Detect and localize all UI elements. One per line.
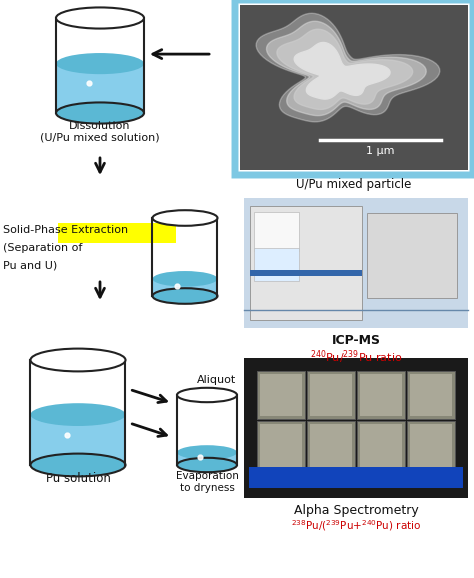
Ellipse shape <box>56 53 144 74</box>
Bar <box>30 414 126 465</box>
Text: Dissolution
(U/Pu mixed solution): Dissolution (U/Pu mixed solution) <box>40 121 160 143</box>
Ellipse shape <box>177 458 237 472</box>
Bar <box>407 421 455 470</box>
Bar <box>357 371 405 420</box>
Bar <box>244 358 468 498</box>
Bar <box>310 424 352 467</box>
Bar <box>56 64 144 113</box>
Bar <box>307 371 355 420</box>
Bar <box>360 424 402 467</box>
Ellipse shape <box>153 288 218 304</box>
Bar <box>367 213 457 298</box>
Ellipse shape <box>30 349 126 372</box>
Text: ICP-MS: ICP-MS <box>331 334 381 347</box>
Bar <box>407 371 455 420</box>
Ellipse shape <box>30 403 126 426</box>
Ellipse shape <box>177 388 237 402</box>
Ellipse shape <box>153 210 218 226</box>
Bar <box>249 467 463 488</box>
Text: $^{238}$Pu/($^{239}$Pu+$^{240}$Pu) ratio: $^{238}$Pu/($^{239}$Pu+$^{240}$Pu) ratio <box>291 518 421 533</box>
Text: (Separation of: (Separation of <box>3 243 82 253</box>
Bar <box>257 371 305 420</box>
Bar <box>250 269 362 276</box>
Ellipse shape <box>153 271 218 287</box>
Polygon shape <box>266 21 426 116</box>
Bar <box>244 198 468 328</box>
Bar <box>307 421 355 470</box>
Bar <box>357 421 405 470</box>
Bar <box>254 248 299 280</box>
Bar <box>410 374 452 416</box>
Text: U/Pu mixed particle: U/Pu mixed particle <box>296 178 412 191</box>
Bar <box>260 424 302 467</box>
FancyBboxPatch shape <box>235 0 473 175</box>
Ellipse shape <box>30 454 126 476</box>
Ellipse shape <box>56 8 144 28</box>
Bar <box>240 5 468 170</box>
Bar <box>260 374 302 416</box>
Bar <box>410 424 452 467</box>
Text: Alpha Spectrometry: Alpha Spectrometry <box>293 504 419 517</box>
Polygon shape <box>256 13 440 122</box>
Bar <box>257 421 305 470</box>
Text: 1 μm: 1 μm <box>366 146 394 156</box>
Bar <box>360 374 402 416</box>
Bar <box>58 223 176 243</box>
Ellipse shape <box>56 102 144 124</box>
Bar <box>153 279 218 296</box>
Text: Pu solution: Pu solution <box>46 472 110 485</box>
Bar <box>254 212 299 251</box>
Text: Evaporation
to dryness: Evaporation to dryness <box>175 471 238 492</box>
Bar <box>310 374 352 416</box>
Bar <box>177 453 237 465</box>
Bar <box>250 206 362 320</box>
Text: Aliquot: Aliquot <box>197 375 237 385</box>
Text: Solid-Phase Extraction: Solid-Phase Extraction <box>3 225 128 235</box>
Ellipse shape <box>177 445 237 460</box>
Text: $^{240}$Pu/$^{239}$Pu ratio: $^{240}$Pu/$^{239}$Pu ratio <box>310 348 402 366</box>
Polygon shape <box>294 42 390 99</box>
Text: Pu and U): Pu and U) <box>3 261 57 271</box>
Polygon shape <box>277 29 413 109</box>
